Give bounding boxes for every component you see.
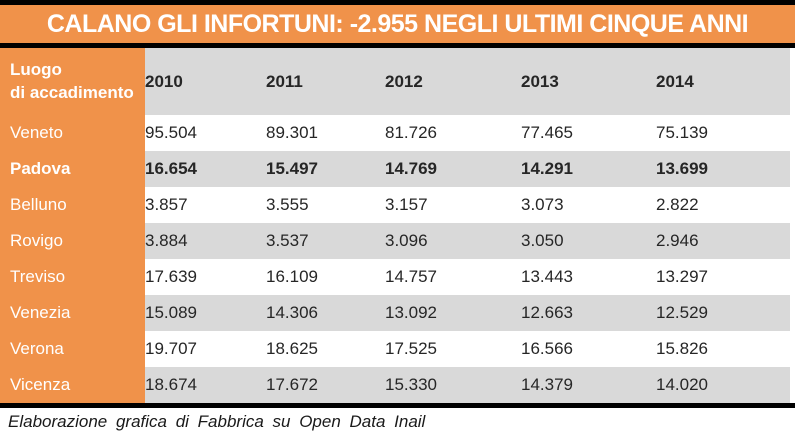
row-header-cell: Luogo di accadimento — [0, 48, 145, 115]
value-cell: 3.050 — [521, 223, 656, 259]
value-cell: 14.291 — [521, 151, 656, 187]
row-label: Veneto — [0, 115, 145, 151]
value-cell: 17.672 — [266, 367, 385, 403]
value-cell: 14.769 — [385, 151, 521, 187]
value-cell: 14.379 — [521, 367, 656, 403]
value-cell: 16.654 — [145, 151, 266, 187]
page-title: CALANO GLI INFORTUNI: -2.955 NEGLI ULTIM… — [46, 9, 749, 38]
value-cell: 3.555 — [266, 187, 385, 223]
header-row: Luogo di accadimento 2010 2011 2012 2013 201… — [0, 48, 790, 115]
value-cell: 12.529 — [656, 295, 790, 331]
row-label: Treviso — [0, 259, 145, 295]
value-cell: 13.443 — [521, 259, 656, 295]
value-cell: 3.096 — [385, 223, 521, 259]
row-header-line2: di accadimento — [10, 82, 134, 102]
value-cell: 13.699 — [656, 151, 790, 187]
row-label: Verona — [0, 331, 145, 367]
year-header-2010: 2010 — [145, 48, 266, 115]
value-cell: 3.857 — [145, 187, 266, 223]
value-cell: 13.092 — [385, 295, 521, 331]
year-header-2011: 2011 — [266, 48, 385, 115]
table-body: Veneto 95.504 89.301 81.726 77.465 75.139 Pado… — [0, 115, 790, 403]
row-label: Padova — [0, 151, 145, 187]
row-label: Vicenza — [0, 367, 145, 403]
table-row-rovigo: Rovigo 3.884 3.537 3.096 3.050 2.946 — [0, 223, 790, 259]
value-cell: 2.946 — [656, 223, 790, 259]
value-cell: 3.537 — [266, 223, 385, 259]
year-header-2012: 2012 — [385, 48, 521, 115]
value-cell: 12.663 — [521, 295, 656, 331]
table-row-verona: Verona 19.707 18.625 17.525 16.566 15.826 — [0, 331, 790, 367]
accidents-table: Luogo di accadimento 2010 2011 2012 2013 201… — [0, 48, 790, 403]
value-cell: 95.504 — [145, 115, 266, 151]
value-cell: 3.157 — [385, 187, 521, 223]
value-cell: 3.884 — [145, 223, 266, 259]
value-cell: 89.301 — [266, 115, 385, 151]
source-caption: Elaborazione grafica di Fabbrica su Open… — [8, 412, 426, 431]
value-cell: 15.497 — [266, 151, 385, 187]
value-cell: 17.525 — [385, 331, 521, 367]
year-header-2014: 2014 — [656, 48, 790, 115]
value-cell: 77.465 — [521, 115, 656, 151]
table-row-veneto: Veneto 95.504 89.301 81.726 77.465 75.139 — [0, 115, 790, 151]
footer-divider — [0, 403, 795, 408]
year-header-2013: 2013 — [521, 48, 656, 115]
value-cell: 14.020 — [656, 367, 790, 403]
value-cell: 18.674 — [145, 367, 266, 403]
value-cell: 2.822 — [656, 187, 790, 223]
value-cell: 16.109 — [266, 259, 385, 295]
row-header-line1: Luogo — [10, 60, 62, 80]
table-row-padova: Padova 16.654 15.497 14.769 14.291 13.699 — [0, 151, 790, 187]
table-row-vicenza: Vicenza 18.674 17.672 15.330 14.379 14.020 — [0, 367, 790, 403]
value-cell: 81.726 — [385, 115, 521, 151]
value-cell: 14.757 — [385, 259, 521, 295]
value-cell: 19.707 — [145, 331, 266, 367]
value-cell: 15.826 — [656, 331, 790, 367]
row-label: Belluno — [0, 187, 145, 223]
row-label: Rovigo — [0, 223, 145, 259]
value-cell: 3.073 — [521, 187, 656, 223]
value-cell: 75.139 — [656, 115, 790, 151]
row-label: Venezia — [0, 295, 145, 331]
value-cell: 18.625 — [266, 331, 385, 367]
table-row-treviso: Treviso 17.639 16.109 14.757 13.443 13.297 — [0, 259, 790, 295]
value-cell: 16.566 — [521, 331, 656, 367]
title-banner: CALANO GLI INFORTUNI: -2.955 NEGLI ULTIM… — [0, 0, 795, 48]
value-cell: 17.639 — [145, 259, 266, 295]
value-cell: 13.297 — [656, 259, 790, 295]
value-cell: 15.089 — [145, 295, 266, 331]
table-header: Luogo di accadimento 2010 2011 2012 2013 201… — [0, 48, 790, 115]
value-cell: 14.306 — [266, 295, 385, 331]
value-cell: 15.330 — [385, 367, 521, 403]
table-row-venezia: Venezia 15.089 14.306 13.092 12.663 12.529 — [0, 295, 790, 331]
table-row-belluno: Belluno 3.857 3.555 3.157 3.073 2.822 — [0, 187, 790, 223]
